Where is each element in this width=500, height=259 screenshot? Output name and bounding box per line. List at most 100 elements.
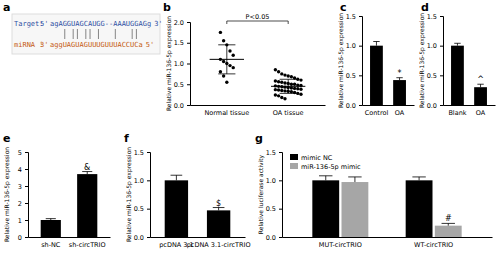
bar [435,226,462,237]
y-tick: 5 [18,149,28,157]
error-stem [376,42,377,46]
x-tick: pcDNA 3.1-circTRIO [187,241,251,249]
error-stem [288,79,289,93]
y-tick: 2.0 [174,19,190,27]
marks [370,42,406,105]
y-tick: 0.5 [266,205,282,213]
y-tick-mark [25,186,28,187]
error-bar [412,177,425,180]
y-tick-label: 1 [18,217,22,225]
annotations: $ [216,199,221,208]
figure: aTarget:5'agAGGUAGCAUGG--AAAUGGAGg3'miRN… [0,0,500,259]
error-cap [218,44,235,45]
x-tick-label: sh-NC [41,241,61,249]
y-tick: 0.0 [266,234,282,242]
y-tick-label: 0.5 [346,72,356,80]
error-stem [480,84,481,87]
panel-letter: c [340,1,347,14]
data-point [290,90,293,93]
y-axis-line [147,153,151,238]
x-axis: Normal tissueOA tissue [191,106,326,118]
legend-label: miR-136-5p mimic [301,163,361,171]
legend-swatch [290,154,298,160]
data-point [280,89,283,92]
y-tick-label: 0 [18,234,22,242]
x-tick-label: OA [395,109,405,117]
y-tick: 0 [18,234,28,242]
y-axis: 012345 [18,149,29,242]
data-point [299,78,302,81]
y-tick: 2 [18,200,28,208]
x-tick-label: WT-circTRIO [414,241,453,249]
pair-line [64,29,65,39]
marks [312,176,461,237]
chart-panel: 0.00.51.01.5MUT-circTRIOWT-circTRIORelat… [257,149,493,250]
y-axis: 0.00.51.01.52.0 [174,19,191,110]
bar [207,210,230,237]
annotations: & [84,163,90,172]
annotation: ^ [477,75,484,84]
panel-letter: f [124,132,129,145]
y-tick-label: 0.0 [134,234,144,242]
y-tick-label: 0.5 [266,205,276,213]
error-stem [218,208,219,211]
data-point [222,39,225,42]
data-point [296,87,299,90]
chart-panel: 012345sh-NCsh-circTRIORelative miR-136-5… [3,147,111,249]
y-tick-mark [147,237,150,238]
data-point [232,54,235,57]
x-axis-line [363,105,415,106]
y-tick-mark [25,220,28,221]
error-cap [348,176,361,177]
y-tick: 0.5 [134,205,150,213]
error-cap [46,218,56,219]
marks [165,175,231,237]
y-tick-mark [279,237,282,238]
pair-line [132,29,133,39]
y-tick-mark [25,237,28,238]
x-axis-line [444,105,496,106]
error-stem [176,175,177,180]
annotation: P<0.05 [246,13,270,21]
y-tick-mark [440,105,443,106]
y-tick: 0.5 [346,72,362,80]
annotation: # [445,214,452,223]
pair-line [77,29,78,39]
y-tick-label: 1.0 [174,60,184,68]
y-tick-mark [440,16,443,17]
bar [165,180,188,237]
data-point [299,88,302,91]
y-tick-label: 0.5 [134,205,144,213]
annotations: # [445,214,452,223]
data-point [293,83,296,86]
y-tick-mark [187,43,190,44]
y-tick-mark [147,180,150,181]
pair-line [136,29,137,39]
pair-line [115,29,116,39]
y-tick: 0.5 [174,81,190,89]
y-tick-mark [187,84,190,85]
x-tick: OA [395,109,405,117]
error-bar [213,208,225,211]
y-tick-label: 0.0 [346,102,356,110]
data-point [283,97,286,100]
x-tick-label: MUT-circTRIO [319,241,362,249]
x-tick-label: OA tissue [273,109,304,117]
error-stem [325,176,326,181]
error-bar [477,84,483,87]
y-axis-line [25,153,29,238]
x-tick: MUT-circTRIO [319,241,362,249]
y-tick-label: 4 [18,166,22,174]
y-axis: 0.00.51.01.5 [266,149,283,242]
bar [312,180,339,237]
error-bar [280,79,297,93]
x-tick-label: Control [365,109,389,117]
y-tick: 4 [18,166,28,174]
data-point [228,64,231,67]
error-bar [319,176,332,181]
y-axis-title: Relative miR-136-5p expression [3,147,11,242]
data-point [283,89,286,92]
error-bar [396,78,402,80]
y-tick-label: 0.5 [174,81,184,89]
x-tick-label: pcDNA 3.1-circTRIO [187,241,251,249]
